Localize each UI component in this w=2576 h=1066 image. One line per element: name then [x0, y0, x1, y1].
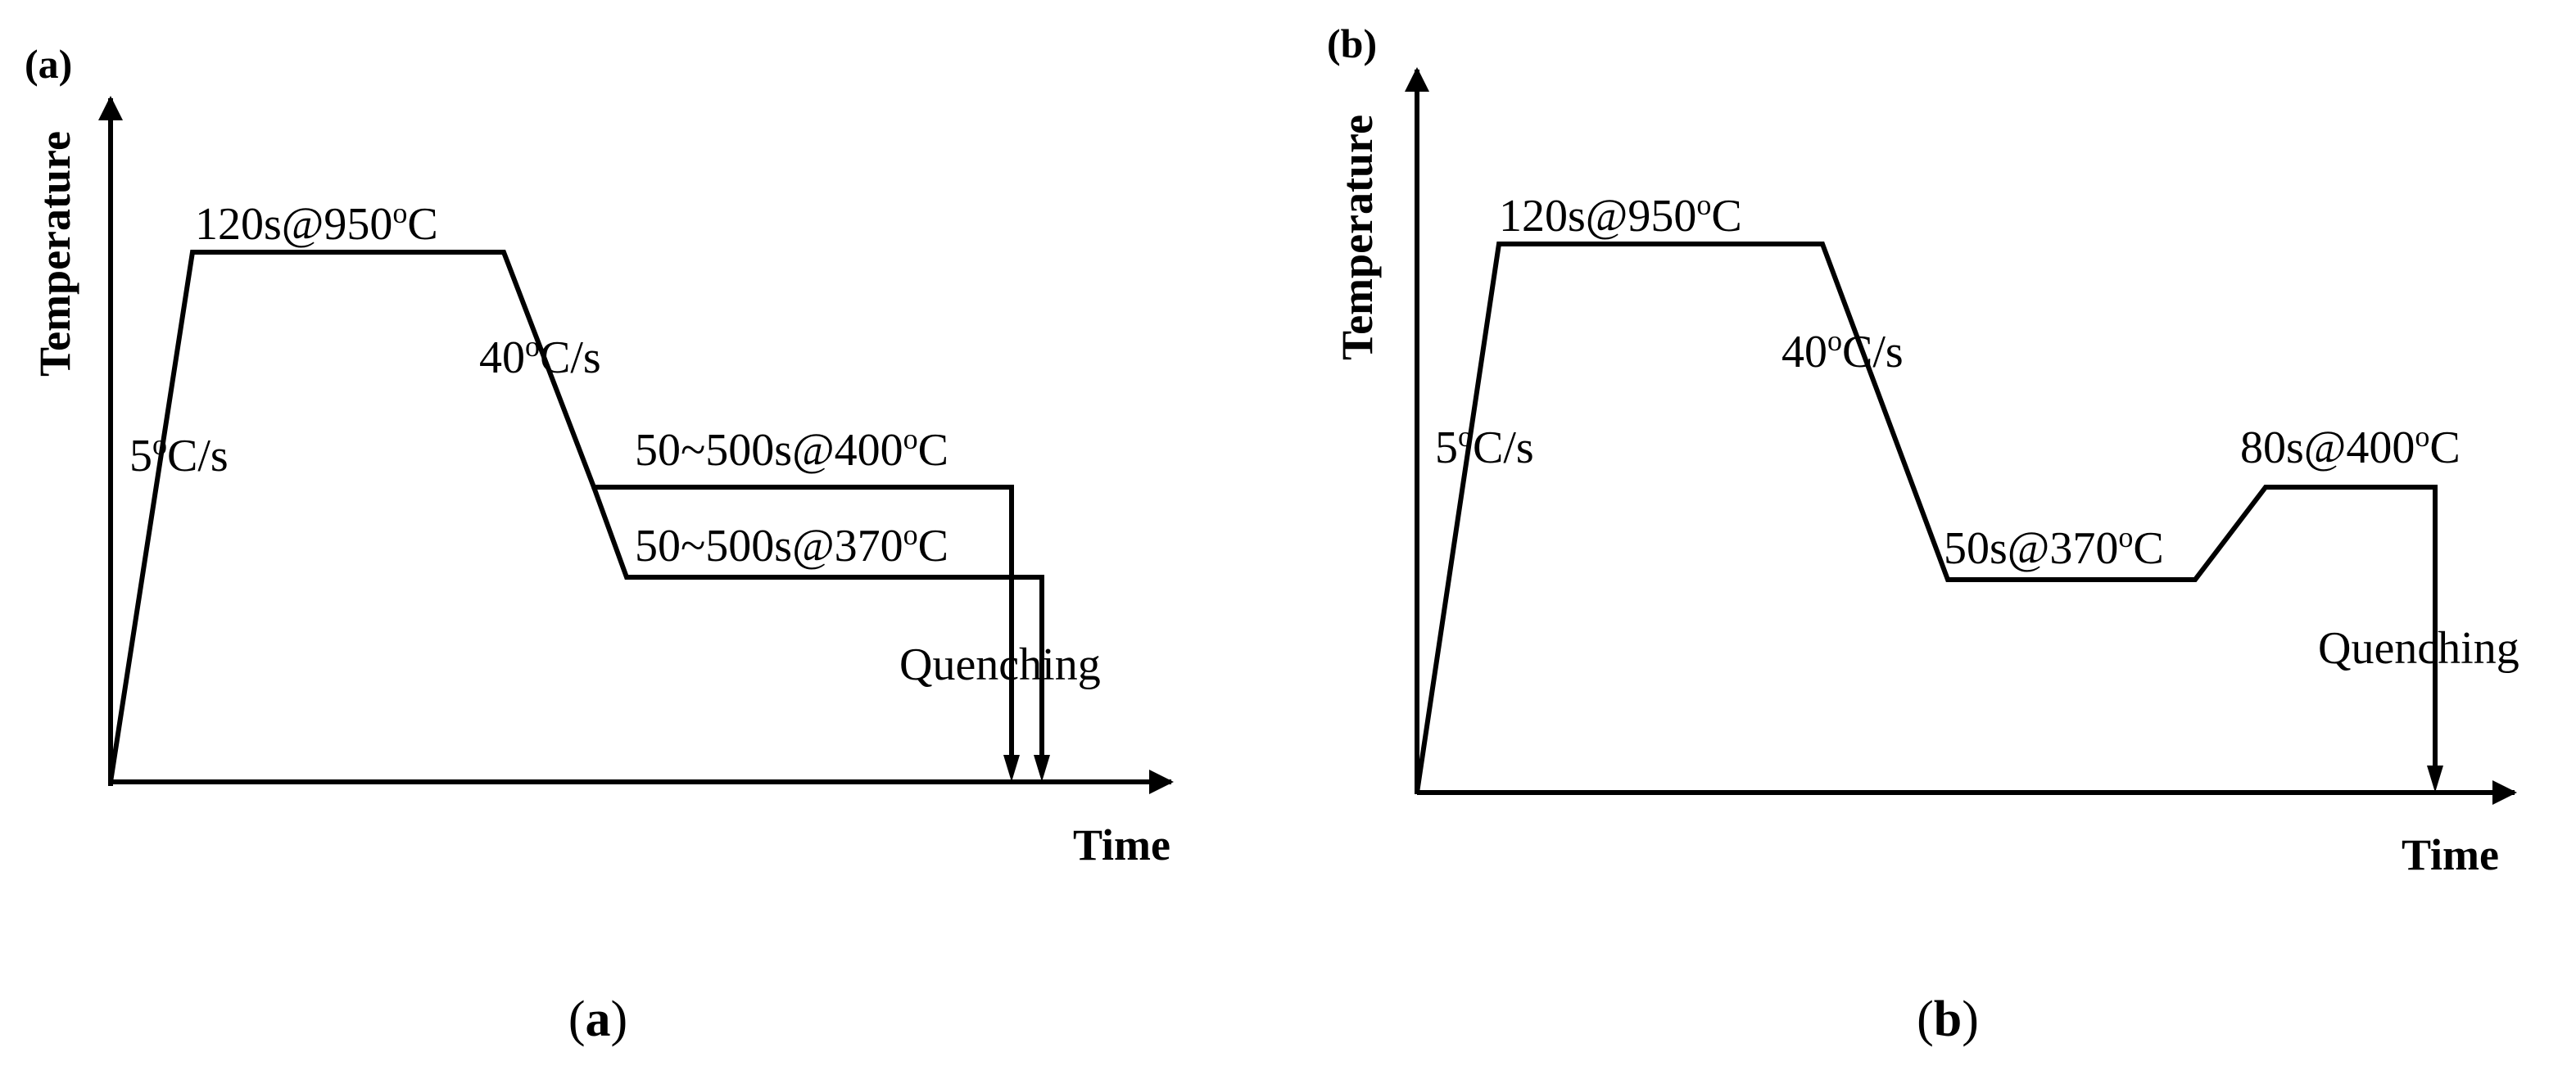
panel-a-quench-arrowhead-1: [1003, 755, 1020, 782]
panel-b-heating-rate-label: 5oC/s: [1435, 420, 1534, 473]
panel-a-quench-arrowhead-2: [1034, 755, 1050, 782]
panel-a-profile-low-branch: [591, 486, 1044, 761]
panel-b-hold-second-label: 80s@400oC: [2240, 420, 2461, 473]
panel-a-quench-label: Quenching: [899, 639, 1101, 690]
panel-b-quench-arrowhead: [2427, 766, 2443, 793]
panel-a-tag: (a): [25, 41, 72, 87]
panel-b-cooling-rate-label: 40oC/s: [1781, 324, 1904, 377]
panel-b-profile: [1415, 242, 2438, 793]
caption-a: (a): [568, 991, 627, 1047]
panel-a-hold-upper-label: 50~500s@400oC: [635, 422, 948, 476]
caption-b: (b): [1917, 991, 1979, 1047]
panel-a-profile-main: [108, 250, 1014, 783]
panel-b-soak-label: 120s@950oC: [1499, 188, 1742, 242]
panel-a-hold-lower-label: 50~500s@370oC: [635, 518, 948, 571]
panel-a-y-axis-label: Temperature: [30, 131, 79, 377]
panel-b: (b) Temperature Time 120s@950oC 5oC/s 40…: [1327, 20, 2519, 879]
panel-b-y-axis-label: Temperature: [1333, 115, 1382, 360]
panel-b-hold-first-label: 50s@370oC: [1944, 521, 2164, 574]
panel-a: (a) Temperature Time 120s@950oC 5oC/s 40…: [25, 41, 1174, 870]
panel-b-quench-label: Quenching: [2318, 623, 2519, 674]
panel-a-cooling-rate-label: 40oC/s: [479, 330, 601, 383]
panel-b-tag: (b): [1327, 20, 1377, 66]
panel-a-heating-rate-label: 5oC/s: [129, 428, 229, 481]
panel-a-soak-label: 120s@950oC: [195, 196, 438, 250]
panel-b-x-axis-label: Time: [2402, 830, 2499, 879]
panel-a-x-axis-label: Time: [1073, 820, 1170, 870]
